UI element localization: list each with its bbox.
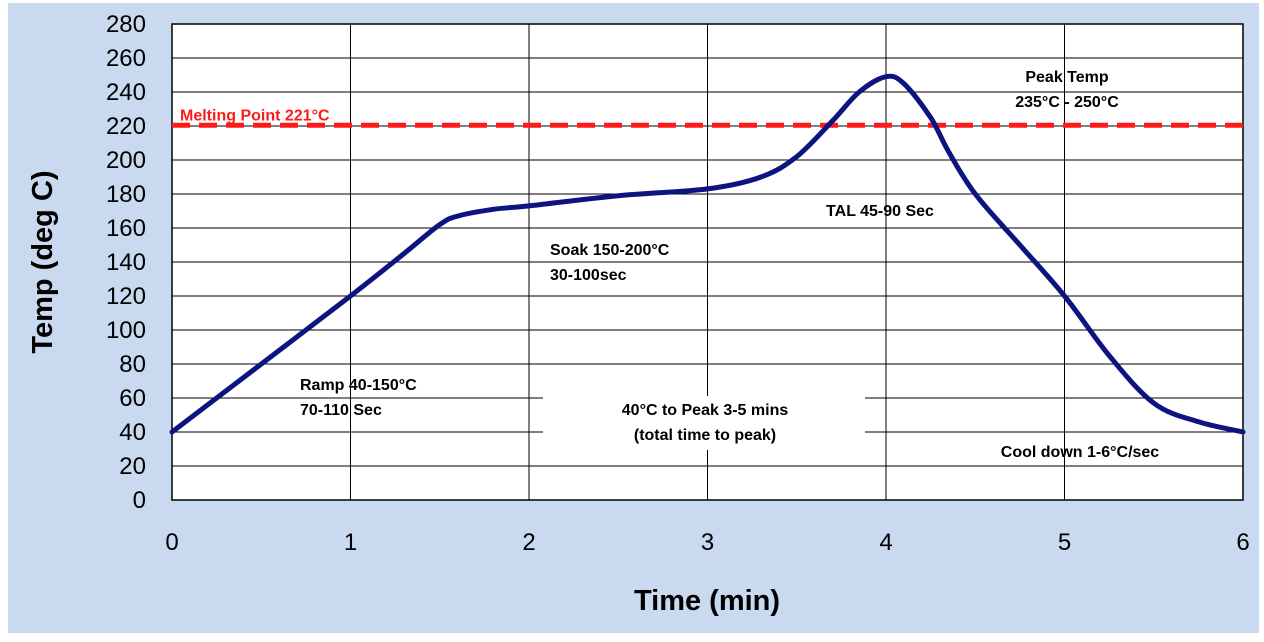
y-tick-label: 60 [119,385,146,412]
peak-span-label-background [543,396,865,450]
y-tick-label: 100 [106,317,146,344]
soak-time-label: 30-100sec [550,267,627,284]
x-tick-label: 1 [344,529,357,556]
x-tick-label: 3 [701,529,714,556]
melting-point-layer: Melting Point 221°C [172,107,1243,128]
y-tick-label: 140 [106,249,146,276]
y-tick-label: 180 [106,181,146,208]
annotations: Peak Temp 235°C - 250°C TAL 45-90 Sec Soak … [300,69,1159,461]
plot-border [171,23,1244,501]
ramp-time-label: 70-110 Sec [300,402,382,419]
x-tick-label: 2 [522,529,535,556]
peak-span-label: 40°C to Peak 3-5 mins [622,402,789,419]
y-tick-label: 20 [119,453,146,480]
ramp-label: Ramp 40-150°C [300,377,417,394]
y-tick-label: 0 [133,487,146,514]
cool-down-label: Cool down 1-6°C/sec [1001,444,1160,461]
y-axis-title: Temp (deg C) [27,170,59,353]
y-tick-label: 240 [106,79,146,106]
series-layer [169,73,1246,435]
x-tick-label: 0 [165,529,178,556]
y-tick-label: 260 [106,45,146,72]
peak-span-note-label: (total time to peak) [634,427,776,444]
temperature-profile-line [169,73,1246,435]
peak-temp-label: Peak Temp [1025,69,1109,86]
x-tick-label: 5 [1058,529,1071,556]
x-tick-label: 4 [879,529,892,556]
y-tick-label: 200 [106,147,146,174]
soak-label: Soak 150-200°C [550,242,670,259]
y-tick-label: 220 [106,113,146,140]
y-tick-label: 160 [106,215,146,242]
peak-temp-range-label: 235°C - 250°C [1015,94,1119,111]
y-tick-label: 80 [119,351,146,378]
tick-labels: 0 20 40 60 80 100 120 140 160 180 200 220 240 260 280 0… [106,11,1250,556]
x-axis-title: Time (min) [634,585,780,617]
melting-point-label: Melting Point 221°C [180,107,330,124]
tal-label: TAL 45-90 Sec [826,203,934,220]
y-tick-label: 120 [106,283,146,310]
x-tick-label: 6 [1236,529,1249,556]
y-tick-label: 40 [119,419,146,446]
y-tick-label: 280 [106,11,146,38]
